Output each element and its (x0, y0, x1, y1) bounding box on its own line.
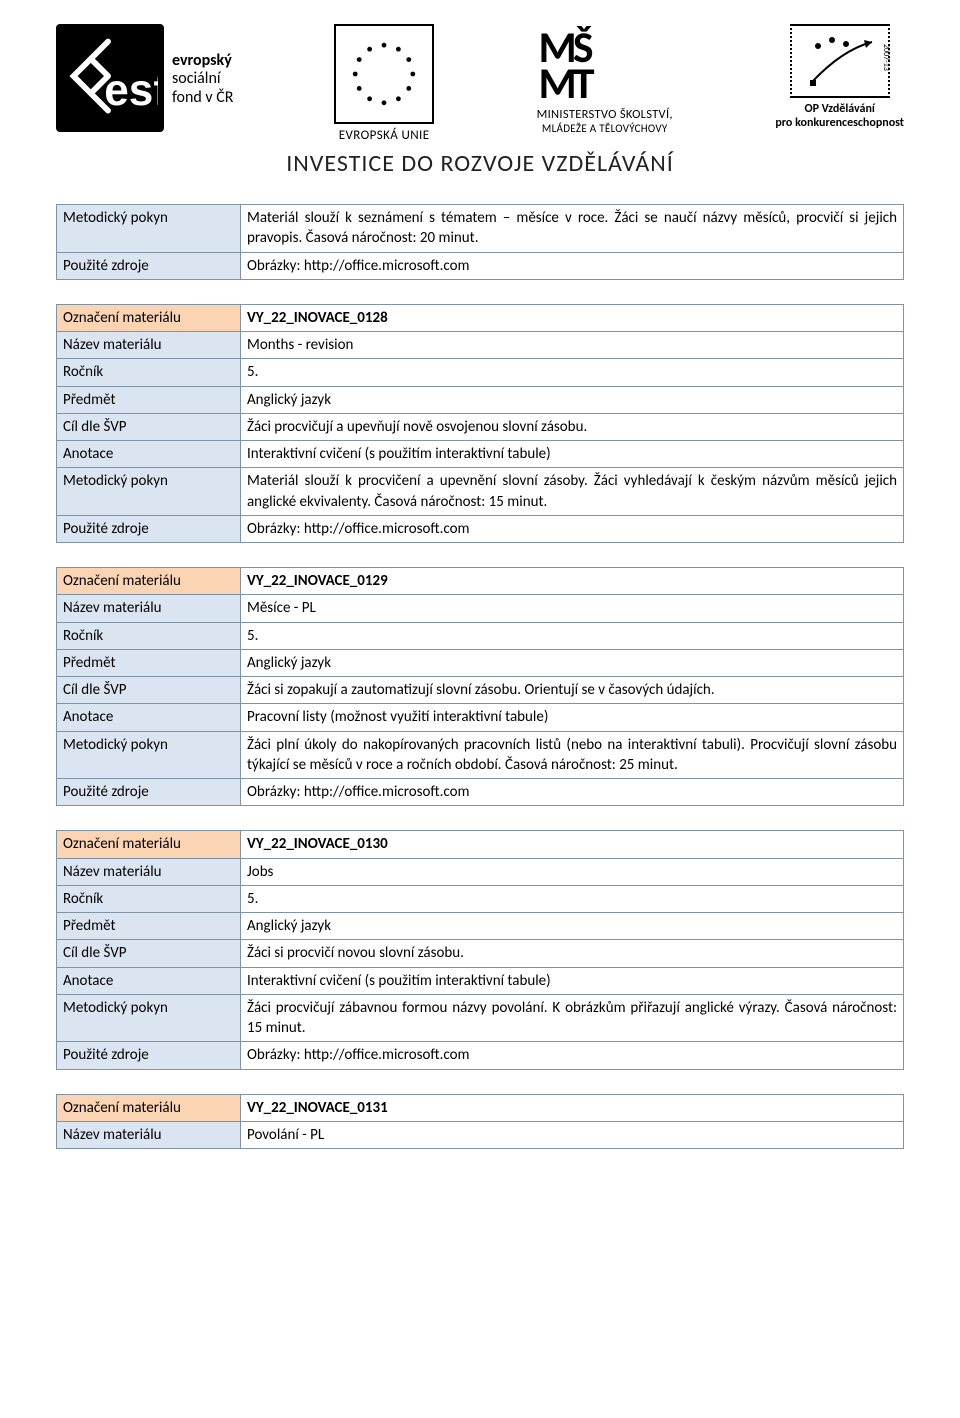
esf-line3: fond v ČR (172, 89, 233, 107)
meta-table-2: Označení materiálu VY_22_INOVACE_0130 Ná… (56, 830, 904, 1069)
label-metodicky: Metodický pokyn (57, 731, 241, 779)
msmt-line1: MINISTERSTVO ŠKOLSTVÍ, (535, 107, 675, 122)
esf-icon: esf (56, 24, 164, 132)
label-anotace: Anotace (57, 441, 241, 468)
label-cil: Cíl dle ŠVP (57, 413, 241, 440)
value-anotace: Interaktivní cvičení (s použitím interak… (241, 441, 904, 468)
opvk-line2: pro konkurenceschopnost (775, 116, 904, 130)
label-zdroje: Použité zdroje (57, 1042, 241, 1069)
label-oznaceni: Označení materiálu (57, 304, 241, 331)
value-rocnik: 5. (241, 622, 904, 649)
label-zdroje: Použité zdroje (57, 779, 241, 806)
value-predmet: Anglický jazyk (241, 386, 904, 413)
label-nazev: Název materiálu (57, 858, 241, 885)
label-cil: Cíl dle ŠVP (57, 940, 241, 967)
value-id: VY_22_INOVACE_0130 (241, 831, 904, 858)
logo-header: esf evropský sociální fond v ČR EVROPSKÁ… (56, 24, 904, 143)
eu-label: EVROPSKÁ UNIE (334, 128, 434, 143)
value-anotace: Interaktivní cvičení (s použitím interak… (241, 967, 904, 994)
label-predmet: Předmět (57, 649, 241, 676)
value-rocnik: 5. (241, 359, 904, 386)
msmt-logo: MŠ MT MINISTERSTVO ŠKOLSTVÍ, MLÁDEŽE A T… (535, 24, 675, 135)
eu-logo: EVROPSKÁ UNIE (334, 24, 434, 143)
value-cil: Žáci si zopakují a zautomatizují slovní … (241, 677, 904, 704)
value-id: VY_22_INOVACE_0129 (241, 568, 904, 595)
label-rocnik: Ročník (57, 885, 241, 912)
esf-line1: evropský (172, 52, 233, 70)
esf-text: evropský sociální fond v ČR (172, 24, 233, 107)
value-rocnik: 5. (241, 885, 904, 912)
msmt-line2: MLÁDEŽE A TĚLOVÝCHOVY (535, 122, 675, 135)
meta-table-0: Označení materiálu VY_22_INOVACE_0128 Ná… (56, 304, 904, 543)
value-cil: Žáci si procvičí novou slovní zásobu. (241, 940, 904, 967)
label-predmet: Předmět (57, 386, 241, 413)
svg-text:esf: esf (104, 66, 158, 115)
value-zdroje: Obrázky: http://office.microsoft.com (241, 252, 904, 279)
value-metodicky: Žáci plní úkoly do nakopírovaných pracov… (241, 731, 904, 779)
label-oznaceni: Označení materiálu (57, 568, 241, 595)
opvk-side: 2007-13 (881, 44, 891, 71)
label-zdroje: Použité zdroje (57, 515, 241, 542)
label-rocnik: Ročník (57, 622, 241, 649)
label-predmet: Předmět (57, 913, 241, 940)
value-zdroje: Obrázky: http://office.microsoft.com (241, 515, 904, 542)
value-nazev: Povolání - PL (241, 1121, 904, 1148)
value-id: VY_22_INOVACE_0131 (241, 1094, 904, 1121)
svg-text:MT: MT (538, 56, 594, 100)
value-metodicky: Materiál slouží k seznámení s tématem – … (241, 205, 904, 253)
msmt-icon: MŠ MT (535, 24, 675, 105)
label-nazev: Název materiálu (57, 1121, 241, 1148)
label-oznaceni: Označení materiálu (57, 1094, 241, 1121)
label-metodicky: Metodický pokyn (57, 205, 241, 253)
investment-banner: INVESTICE DO ROZVOJE VZDĚLÁVÁNÍ (56, 149, 904, 178)
value-metodicky: Žáci procvičují zábavnou formou názvy po… (241, 994, 904, 1042)
value-cil: Žáci procvičují a upevňují nově osvojeno… (241, 413, 904, 440)
label-rocnik: Ročník (57, 359, 241, 386)
label-nazev: Název materiálu (57, 332, 241, 359)
meta-table-top: Metodický pokyn Materiál slouží k seznám… (56, 204, 904, 280)
value-nazev: Měsíce - PL (241, 595, 904, 622)
value-anotace: Pracovní listy (možnost využití interakt… (241, 704, 904, 731)
meta-table-tail: Označení materiálu VY_22_INOVACE_0131 Ná… (56, 1094, 904, 1150)
opvk-logo: 2007-13 OP Vzdělávání pro konkurencescho… (775, 24, 904, 130)
value-id: VY_22_INOVACE_0128 (241, 304, 904, 331)
value-predmet: Anglický jazyk (241, 649, 904, 676)
opvk-line1: OP Vzdělávání (775, 102, 904, 116)
value-zdroje: Obrázky: http://office.microsoft.com (241, 779, 904, 806)
esf-logo: esf evropský sociální fond v ČR (56, 24, 233, 132)
label-anotace: Anotace (57, 967, 241, 994)
value-nazev: Jobs (241, 858, 904, 885)
value-nazev: Months - revision (241, 332, 904, 359)
label-metodicky: Metodický pokyn (57, 468, 241, 516)
label-nazev: Název materiálu (57, 595, 241, 622)
value-zdroje: Obrázky: http://office.microsoft.com (241, 1042, 904, 1069)
label-metodicky: Metodický pokyn (57, 994, 241, 1042)
meta-table-1: Označení materiálu VY_22_INOVACE_0129 Ná… (56, 567, 904, 806)
label-cil: Cíl dle ŠVP (57, 677, 241, 704)
label-oznaceni: Označení materiálu (57, 831, 241, 858)
label-zdroje: Použité zdroje (57, 252, 241, 279)
opvk-icon: 2007-13 (790, 24, 890, 98)
esf-line2: sociální (172, 70, 233, 88)
eu-flag-icon (334, 24, 434, 124)
value-predmet: Anglický jazyk (241, 913, 904, 940)
label-anotace: Anotace (57, 704, 241, 731)
value-metodicky: Materiál slouží k procvičení a upevnění … (241, 468, 904, 516)
